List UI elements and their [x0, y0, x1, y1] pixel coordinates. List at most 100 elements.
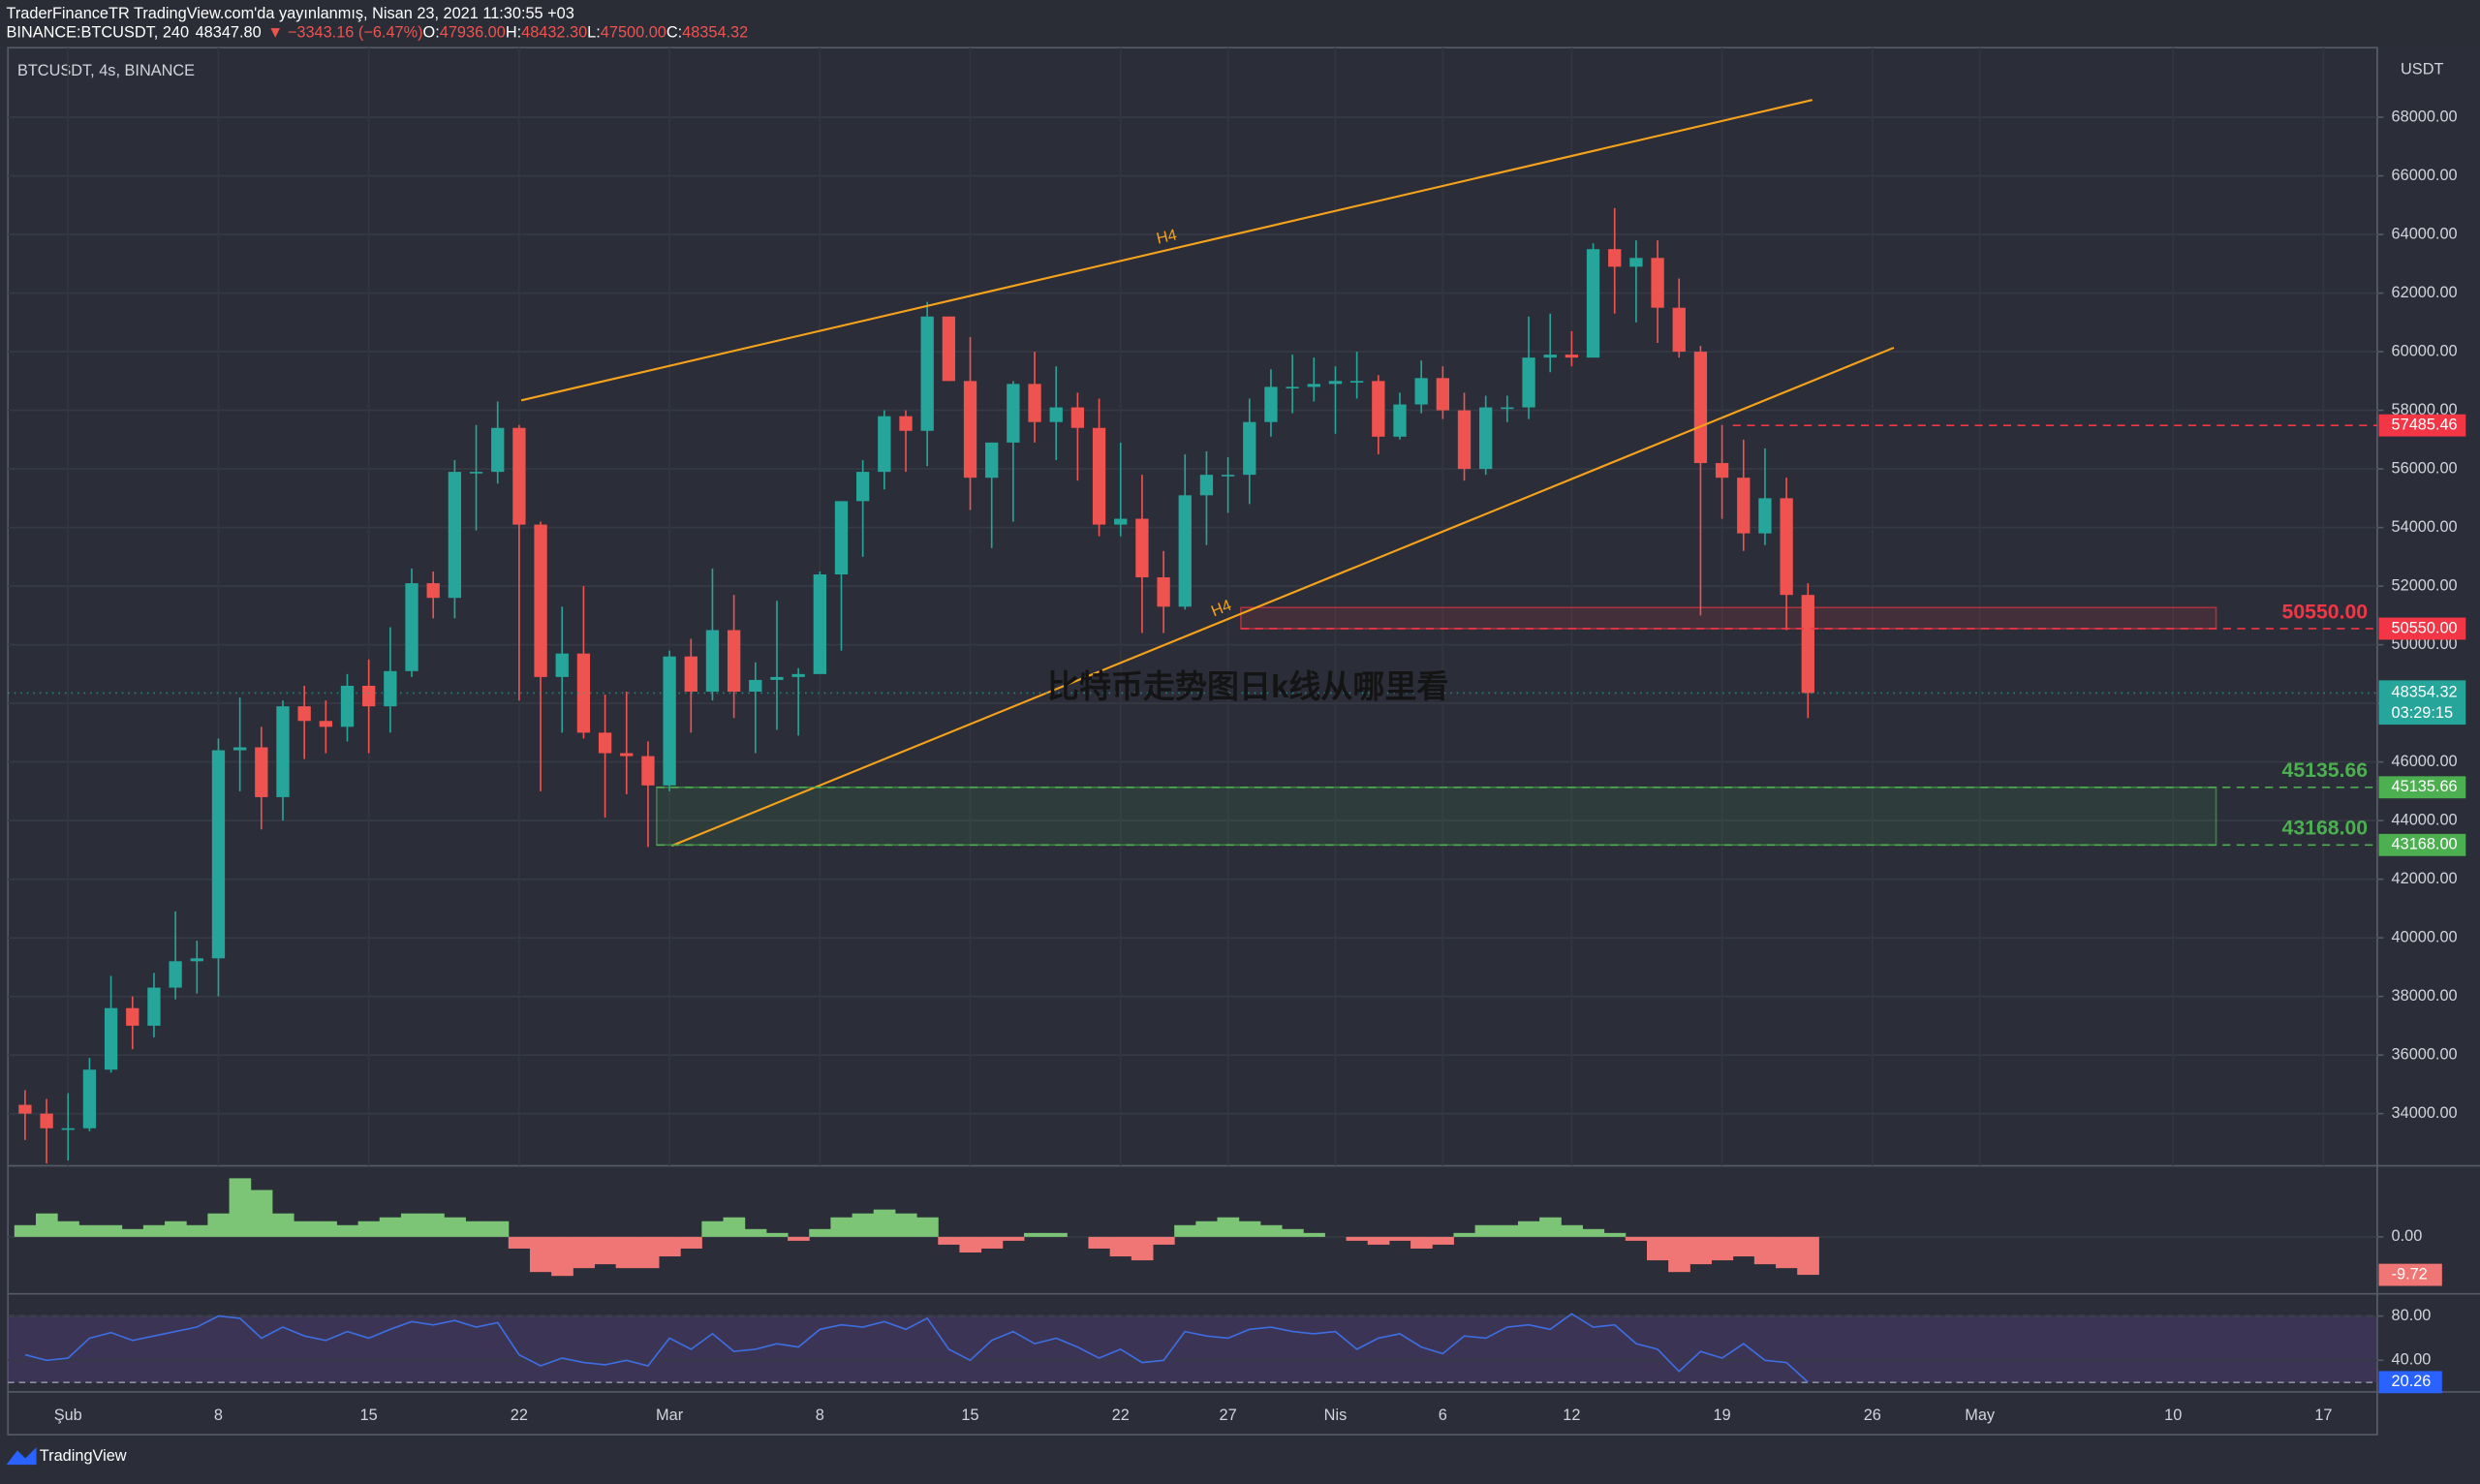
osc-bar: [1045, 1232, 1068, 1237]
osc-bar: [1174, 1224, 1196, 1237]
chart-title: BTCUSDT, 4s, BINANCE: [17, 62, 195, 79]
osc-bar: [938, 1236, 960, 1245]
osc-bar: [1088, 1236, 1111, 1249]
candle-body: [1178, 495, 1192, 607]
candle-body: [448, 472, 462, 599]
x-tick-label: 17: [2314, 1407, 2332, 1424]
osc-bar: [1023, 1232, 1046, 1237]
x-tick-label: 27: [1220, 1407, 1237, 1424]
osc-bar: [830, 1217, 853, 1237]
y-unit: USDT: [2401, 60, 2443, 77]
zone: [1240, 606, 2217, 630]
candle-body: [1114, 518, 1128, 525]
candle-body: [813, 574, 826, 674]
osc-bar: [1646, 1236, 1669, 1261]
price-tag-label: 50550.00: [2392, 619, 2458, 636]
candle-body: [749, 679, 762, 693]
candle-body: [297, 706, 311, 722]
header-part: H:: [506, 24, 521, 42]
trendline-label: H4: [1155, 226, 1178, 247]
candle-body: [1629, 258, 1643, 267]
level-label: 45135.66: [2282, 759, 2369, 782]
y-tick-label: 40000.00: [2392, 928, 2458, 945]
osc-bar: [78, 1224, 101, 1237]
x-tick-label: Şub: [54, 1407, 82, 1424]
osc-bar: [873, 1209, 896, 1237]
osc-bar: [207, 1213, 231, 1237]
osc-bar: [1776, 1236, 1798, 1269]
y-tick-label: 68000.00: [2392, 108, 2458, 125]
x-tick-label: Mar: [656, 1407, 684, 1424]
candle-body: [18, 1104, 32, 1114]
candle-body: [126, 1007, 140, 1026]
y-tick-label: 66000.00: [2392, 167, 2458, 184]
price-tag-label: 45135.66: [2392, 778, 2458, 795]
candle-body: [512, 427, 526, 525]
osc-bar: [1410, 1236, 1433, 1249]
osc-bar: [1474, 1224, 1498, 1237]
trendline: [670, 346, 1895, 848]
header-ohlc: BINANCE:BTCUSDT, 240 48347.80 ▼ −3343.16 (…: [7, 24, 749, 42]
osc-bar: [186, 1224, 208, 1237]
osc-bar: [551, 1236, 574, 1277]
value-tag: [2378, 1263, 2442, 1286]
osc-bar: [852, 1213, 875, 1237]
osc-bar: [959, 1236, 982, 1253]
value-tag: [2378, 1371, 2442, 1394]
osc-bar: [1002, 1236, 1025, 1241]
value-tag-label: -9.72: [2392, 1265, 2428, 1283]
candle-body: [985, 442, 999, 479]
osc-bar: [744, 1228, 767, 1237]
candle-body: [555, 653, 569, 677]
osc-bar: [1582, 1228, 1605, 1237]
rsi-line: [24, 1313, 1809, 1383]
osc-bar: [1603, 1232, 1627, 1237]
osc-bar: [659, 1236, 681, 1257]
candle-body: [405, 583, 418, 671]
candle-body: [1586, 249, 1600, 358]
candle-body: [1414, 378, 1428, 405]
candle-body: [491, 427, 505, 473]
candle-body: [1565, 355, 1579, 358]
y-tick-label: 0.00: [2392, 1227, 2423, 1245]
y-tick-label: 52000.00: [2392, 576, 2458, 594]
osc-bar: [980, 1236, 1004, 1249]
osc-bar: [809, 1228, 831, 1237]
osc-bar: [1367, 1236, 1390, 1245]
x-tick-label: 12: [1563, 1407, 1580, 1424]
osc-bar: [1282, 1228, 1304, 1237]
candle-body: [1157, 577, 1170, 607]
header-part: ▼ −3343.16 (−6.47%): [267, 24, 422, 42]
candle-body: [255, 747, 268, 797]
osc-bar: [294, 1221, 316, 1237]
candle-body: [942, 316, 956, 382]
osc-bar: [1539, 1217, 1562, 1237]
candle-body: [1715, 463, 1729, 479]
y-tick-label: 50000.00: [2392, 635, 2458, 653]
osc-bar: [1732, 1236, 1755, 1257]
rsi-band: [8, 1315, 2377, 1383]
y-tick-label: 54000.00: [2392, 518, 2458, 536]
x-tick-label: 10: [2164, 1407, 2182, 1424]
candle-body: [1479, 407, 1493, 470]
candle-body: [1501, 407, 1514, 410]
candle-body: [770, 676, 784, 680]
osc-bar: [1625, 1236, 1648, 1241]
osc-bar: [1690, 1236, 1712, 1265]
header-part: 47500.00: [601, 24, 666, 42]
osc-bar: [165, 1221, 187, 1237]
level-label: 50550.00: [2282, 601, 2369, 623]
candle-body: [319, 721, 332, 727]
y-tick-label: 64000.00: [2392, 225, 2458, 242]
osc-bar: [894, 1213, 917, 1237]
osc-bar: [271, 1213, 294, 1237]
logo-text[interactable]: TradingView: [40, 1447, 127, 1465]
osc-bar: [1753, 1236, 1777, 1265]
candle-body: [1693, 352, 1708, 464]
y-tick-label: 60000.00: [2392, 342, 2458, 359]
candle-body: [1801, 595, 1814, 694]
osc-bar: [357, 1221, 381, 1237]
osc-bar: [14, 1224, 37, 1237]
candle-body: [147, 987, 161, 1026]
osc-bar: [142, 1224, 166, 1237]
